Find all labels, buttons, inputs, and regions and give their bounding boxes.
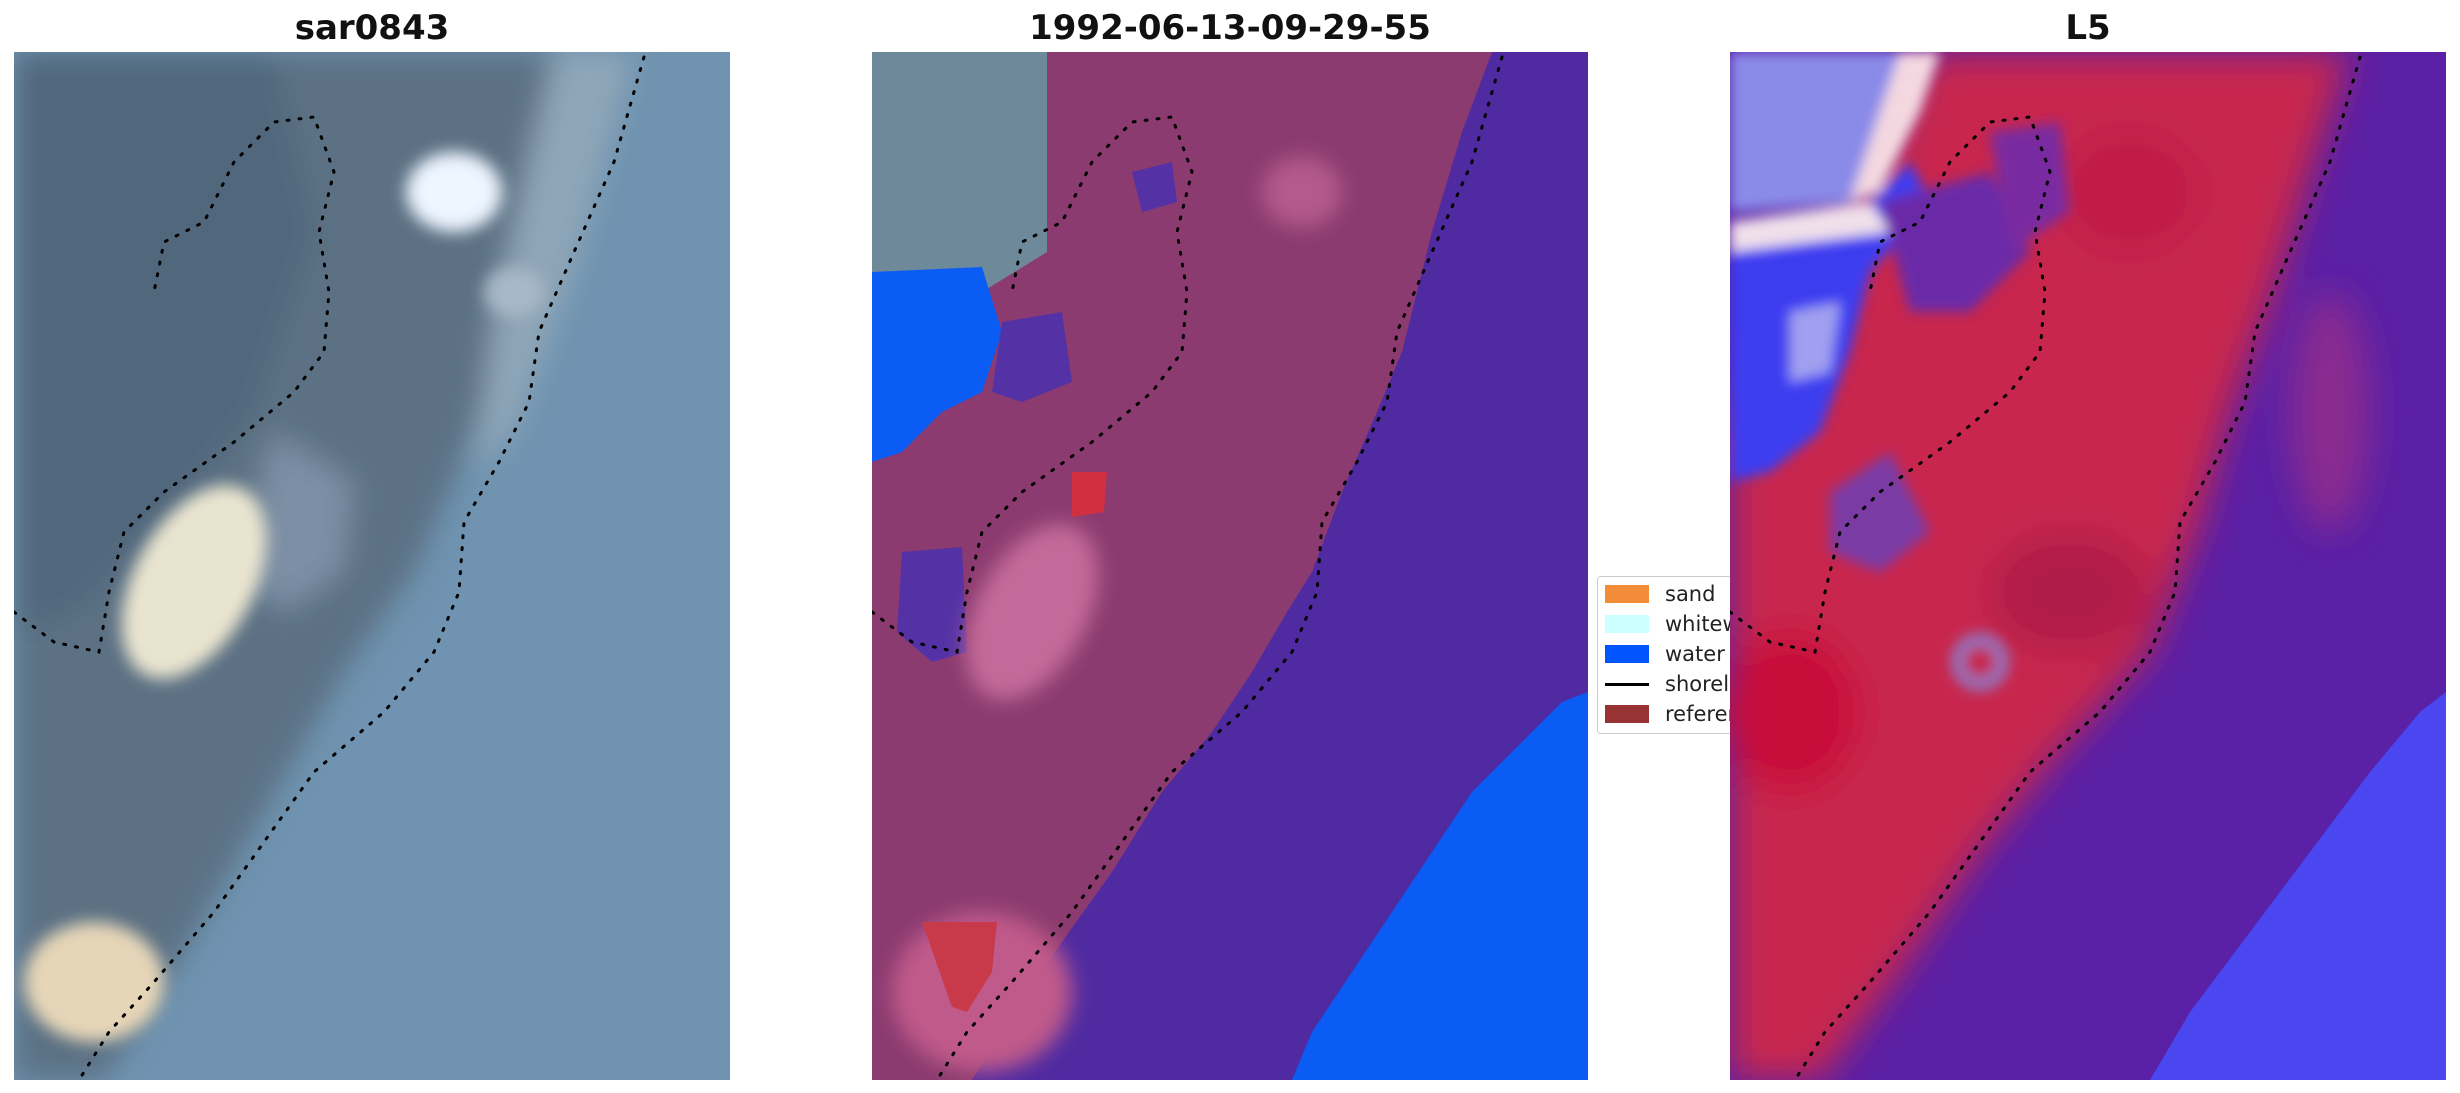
bright-patch: [406, 152, 502, 232]
index-image: [1730, 52, 2446, 1080]
index-image-panel: [1730, 52, 2446, 1080]
sand-swatch: [1605, 585, 1649, 603]
panel-title-rgb: sar0843: [294, 8, 450, 48]
shoreline-line-swatch: [1605, 682, 1649, 686]
legend-item-water: water: [1605, 640, 1725, 668]
shoreline-line: [77, 55, 646, 1080]
reference-shoreline-swatch: [1605, 705, 1649, 723]
legend-label-shoreline: shoreline: [1665, 672, 1732, 696]
reference-shoreline-line: [14, 115, 336, 654]
legend-label-sand: sand: [1665, 582, 1716, 606]
panel-title-index: L5: [2065, 8, 2111, 48]
land-class-area: [872, 52, 1492, 1080]
whitewater-swatch: [1605, 615, 1649, 633]
rgb-image-panel: [14, 52, 730, 1080]
legend-item-shoreline: shoreline: [1605, 670, 1732, 698]
sand-patch: [121, 485, 267, 679]
legend-item-sand: sand: [1605, 580, 1715, 608]
classified-image-panel: [872, 52, 1588, 1080]
water-swatch: [1605, 645, 1649, 663]
legend-label-water: water: [1665, 642, 1725, 666]
legend-item-reference-shoreline: reference shoreline: [1605, 700, 1732, 728]
index-water-area: [2150, 692, 2446, 1080]
legend-label-reference-shoreline: reference shoreline: [1665, 702, 1732, 726]
classified-image: [872, 52, 1588, 1080]
water-class-patch: [872, 267, 1002, 462]
rgb-image: [14, 52, 730, 1080]
panel-title-classified: 1992-06-13-09-29-55: [1029, 8, 1431, 48]
